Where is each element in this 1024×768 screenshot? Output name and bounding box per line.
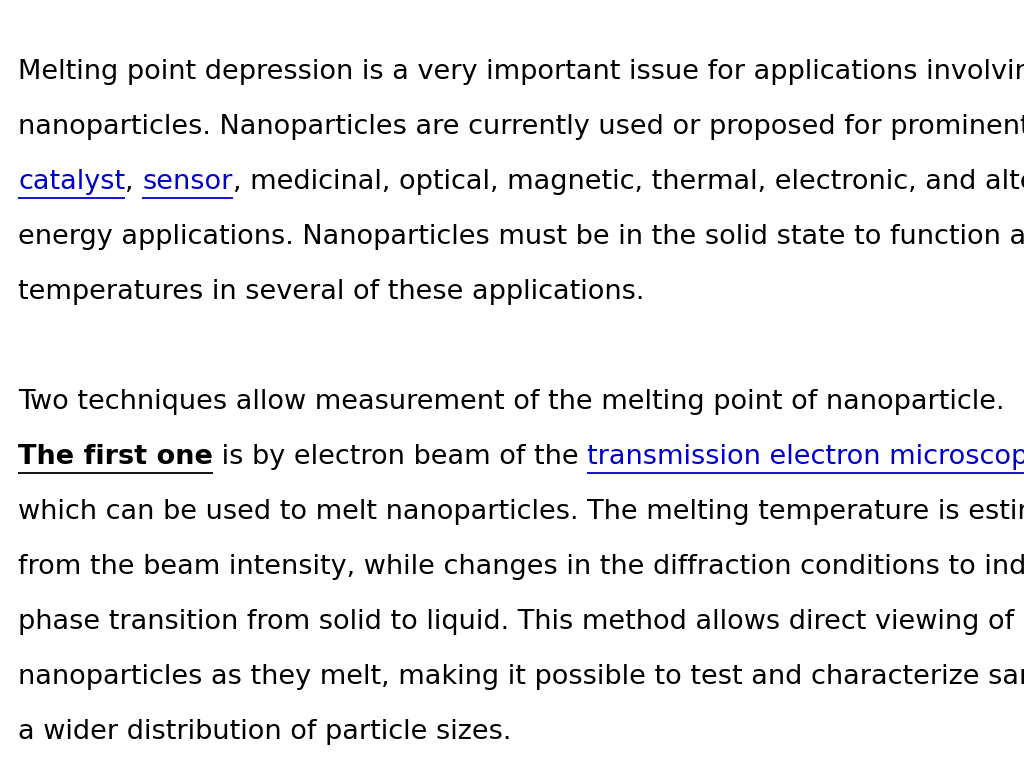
Text: a wider distribution of particle sizes.: a wider distribution of particle sizes. <box>18 720 511 745</box>
Text: temperatures in several of these applications.: temperatures in several of these applica… <box>18 280 644 305</box>
Text: Two techniques allow measurement of the melting point of nanoparticle.: Two techniques allow measurement of the … <box>18 389 1005 415</box>
Text: ,: , <box>125 169 142 195</box>
Text: sensor: sensor <box>142 169 232 195</box>
Text: which can be used to melt nanoparticles. The melting temperature is estimated: which can be used to melt nanoparticles.… <box>18 499 1024 525</box>
Text: is by electron beam of the: is by electron beam of the <box>213 444 587 470</box>
Text: transmission electron microscope: transmission electron microscope <box>587 444 1024 470</box>
Text: Melting point depression is a very important issue for applications involving: Melting point depression is a very impor… <box>18 59 1024 85</box>
Text: energy applications. Nanoparticles must be in the solid state to function at ele: energy applications. Nanoparticles must … <box>18 224 1024 250</box>
Text: The first one: The first one <box>18 444 213 470</box>
Text: , medicinal, optical, magnetic, thermal, electronic, and alternative: , medicinal, optical, magnetic, thermal,… <box>232 169 1024 195</box>
Text: catalyst: catalyst <box>18 169 125 195</box>
Text: nanoparticles as they melt, making it possible to test and characterize samples : nanoparticles as they melt, making it po… <box>18 664 1024 690</box>
Text: from the beam intensity, while changes in the diffraction conditions to indicate: from the beam intensity, while changes i… <box>18 554 1024 581</box>
Text: nanoparticles. Nanoparticles are currently used or proposed for prominent roles : nanoparticles. Nanoparticles are current… <box>18 114 1024 141</box>
Text: phase transition from solid to liquid. This method allows direct viewing of: phase transition from solid to liquid. T… <box>18 609 1014 635</box>
